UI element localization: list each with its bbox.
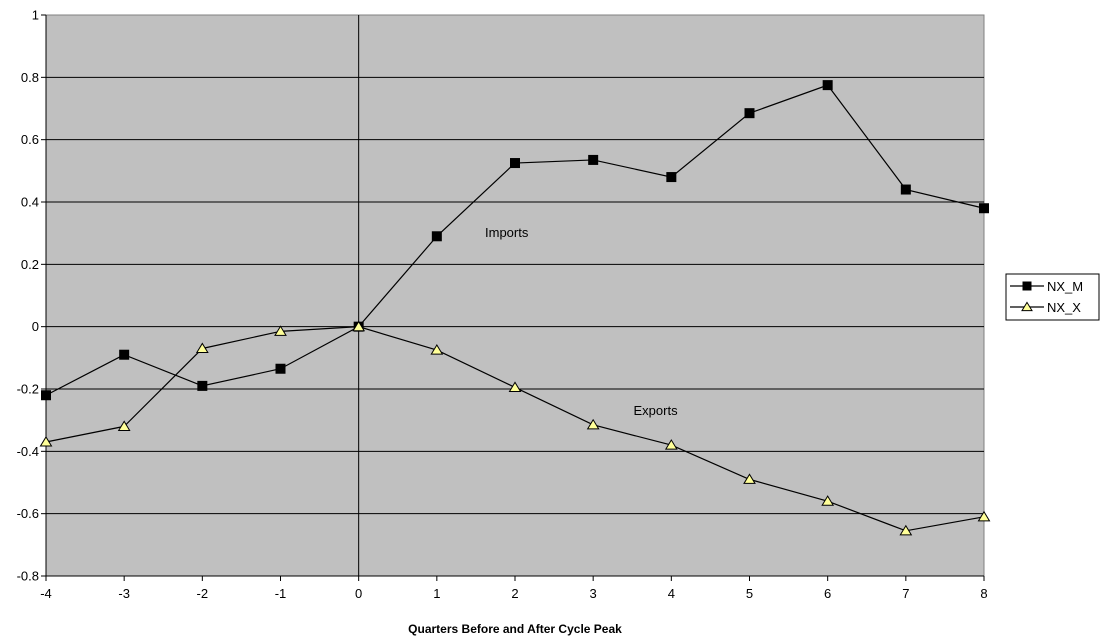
- data-point-triangle: [195, 342, 209, 354]
- data-point-triangle: [899, 524, 913, 536]
- legend-item: NX_M: [1010, 279, 1083, 294]
- data-point-triangle: [430, 344, 444, 355]
- y-tick-label: 0.6: [21, 132, 39, 147]
- data-point-square: [41, 390, 51, 401]
- data-point-triangle: [508, 381, 522, 392]
- annotation-label: Exports: [634, 403, 679, 418]
- y-tick-label: 0: [32, 319, 39, 334]
- x-tick-label: 5: [746, 586, 753, 601]
- x-tick-label: -3: [118, 586, 130, 601]
- series-nx-x: [39, 320, 991, 536]
- data-point-triangle: [743, 473, 756, 484]
- data-point-square: [979, 203, 989, 214]
- series-layer: [39, 80, 991, 536]
- y-tick-label: -0.8: [17, 569, 39, 584]
- x-tick-label: -1: [275, 586, 287, 601]
- data-point-triangle: [352, 320, 366, 332]
- plot-area: [45, 14, 985, 577]
- x-tick-label: -2: [197, 586, 209, 601]
- x-tick-label: 2: [511, 586, 518, 601]
- y-tick-label: 0.2: [21, 257, 39, 272]
- data-point-square: [197, 380, 208, 391]
- legend: NX_M NX_X: [1005, 273, 1100, 321]
- series-nx-m: [41, 80, 989, 401]
- data-point-triangle: [977, 510, 991, 522]
- data-point-square: [666, 172, 677, 183]
- data-point-triangle: [274, 325, 287, 336]
- x-axis-title: Quarters Before and After Cycle Peak: [408, 622, 622, 636]
- legend-label: NX_X: [1047, 300, 1081, 315]
- y-tick-label: -0.2: [17, 382, 39, 397]
- y-tick-label: 0.4: [21, 195, 39, 210]
- x-tick-label: 4: [668, 586, 675, 601]
- data-point-triangle: [39, 435, 53, 447]
- x-tick-label: 3: [590, 586, 597, 601]
- data-point-triangle: [1021, 301, 1033, 312]
- legend-box: [1005, 273, 1100, 321]
- data-point-square: [431, 231, 442, 242]
- legend-item: NX_X: [1010, 300, 1081, 315]
- annotation-layer: Imports Exports: [485, 225, 678, 418]
- annotation-label: Imports: [485, 225, 529, 240]
- data-point-square: [900, 184, 911, 195]
- y-tick-label: 1: [32, 8, 39, 23]
- data-point-square: [1022, 281, 1032, 291]
- data-point-square: [744, 108, 755, 119]
- data-point-square: [119, 349, 130, 360]
- legend-label: NX_M: [1047, 279, 1083, 294]
- x-tick-label: 8: [980, 586, 987, 601]
- x-tick-label: 6: [824, 586, 831, 601]
- data-point-triangle: [586, 418, 600, 430]
- data-point-square: [275, 363, 286, 374]
- y-axis: 1 0.8 0.6 0.4 0.2 0 -0.2 -0.4 -0.6 -0.8: [17, 8, 47, 584]
- data-point-triangle: [821, 495, 835, 506]
- data-point-square: [822, 80, 833, 91]
- data-point-triangle: [117, 420, 131, 431]
- x-tick-label: 0: [355, 586, 362, 601]
- y-tick-label: -0.6: [17, 506, 39, 521]
- x-tick-label: 1: [433, 586, 440, 601]
- y-tick-label: -0.4: [17, 444, 39, 459]
- data-point-square: [510, 158, 520, 169]
- data-point-square: [588, 154, 599, 165]
- data-point-triangle: [664, 439, 678, 450]
- x-tick-label: 7: [902, 586, 909, 601]
- x-tick-label: -4: [40, 586, 52, 601]
- x-axis: -4 -3 -2 -1 0 1 2 3 4 5 6 7 8: [40, 15, 988, 601]
- y-tick-label: 0.8: [21, 70, 39, 85]
